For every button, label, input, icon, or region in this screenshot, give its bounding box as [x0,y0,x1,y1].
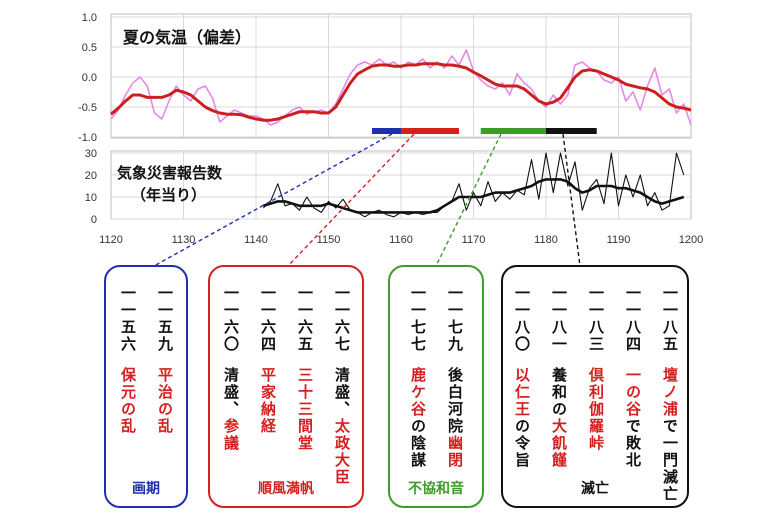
x-tick-label: 1140 [244,234,268,246]
event-junpu-0: 一一六七清盛、太政大臣 [330,285,352,486]
temp-y-tick-label: 0.5 [82,42,97,54]
event-text: 幽閉 [446,435,464,469]
temp-y-tick-label: -0.5 [78,102,97,114]
event-kakki-0: 一一五九平治の乱 [153,285,175,435]
group-label-junpu: 順風満帆 [258,481,314,497]
event-year: 一一六七 [333,285,351,353]
x-tick-label: 1150 [317,234,341,246]
x-tick-label: 1130 [172,234,196,246]
event-year: 一一六〇 [222,285,240,353]
event-box-junpu: 順風満帆 一一六七清盛、太政大臣 一一六五三十三間堂 一一六四平家納経 一一六〇清盛、… [208,265,364,508]
event-year: 一一八五 [661,285,679,353]
period-segment [401,128,459,134]
x-tick-label: 1200 [679,234,703,246]
event-box-kakki: 画期 一一五九平治の乱 一一五六保元の乱 [104,265,188,508]
event-year: 一一七九 [446,285,464,353]
disaster-y-tick-label: 20 [85,170,97,182]
event-text: 大飢饉 [550,418,568,469]
event-kakki-1: 一一五六保元の乱 [116,285,138,435]
event-year: 一一八一 [550,285,568,353]
temp-y-tick-label: 0.0 [82,72,97,84]
connector-fukyowa [435,133,502,267]
disaster-title: 気象災害報告数 [117,164,223,182]
disaster-series [262,152,685,218]
event-text: 壇ノ浦 [661,367,679,418]
x-tick-label: 1190 [607,234,631,246]
x-tick-label: 1120 [99,234,123,246]
event-junpu-3: 一一六〇清盛、参議 [219,285,241,452]
event-junpu-2: 一一六四平家納経 [256,285,278,435]
disaster-series-smoothed [262,178,685,214]
event-text: の陰謀 [409,418,427,469]
event-text: 平治の乱 [156,367,174,435]
event-text: 後白河院 [446,367,464,435]
connector-metsubo [562,133,581,267]
event-metsubo-0: 一一八五壇ノ浦で一門滅亡 [658,285,680,503]
temperature-series [110,49,692,126]
event-metsubo-1: 一一八四一の谷で敗北 [621,285,643,469]
x-tick-label: 1180 [534,234,558,246]
event-text: で一門滅亡 [661,418,679,503]
temp-series-smoothed [110,62,692,122]
event-text: 参議 [222,418,240,452]
event-metsubo-4: 一一八〇以仁王の令旨 [510,285,532,469]
event-text: 養和の [550,367,568,418]
disaster-subtitle: （年当り） [131,186,206,204]
event-box-fukyowa: 不協和音 一一七九後白河院幽閉 一一七七鹿ケ谷の陰謀 [388,265,484,508]
event-text: 清盛、 [333,367,351,418]
connector-junpu [287,133,415,267]
event-fukyowa-1: 一一七七鹿ケ谷の陰謀 [406,285,428,469]
disaster-y-ticks: 30 20 10 0 [85,148,97,226]
period-segment [546,128,597,134]
connector-kakki [153,133,393,267]
disaster-x-ticks: 1120 1130 1140 1150 1160 1170 1180 1190 1200 [99,234,703,246]
disaster-y-tick-label: 10 [85,192,97,204]
disaster-y-tick-label: 0 [91,214,97,226]
event-text: 一の谷 [624,367,642,418]
x-tick-label: 1160 [389,234,413,246]
period-bar [372,128,597,134]
event-junpu-1: 一一六五三十三間堂 [293,285,315,452]
disaster-panel: 30 20 10 0 1120 1130 1140 1150 1160 1170 1180 1190… [85,148,703,246]
event-text: で敗北 [624,418,642,469]
event-text: 倶利伽羅峠 [587,367,605,452]
group-label-fukyowa: 不協和音 [408,481,464,497]
event-text: 清盛、 [222,367,240,418]
disaster-gridlines [111,151,691,220]
event-text: 三十三間堂 [296,367,314,452]
x-tick-label: 1170 [462,234,486,246]
event-text: 太政大臣 [333,418,351,486]
event-metsubo-3: 一一八一養和の大飢饉 [547,285,569,469]
event-text: 平家納経 [259,367,277,435]
temperature-y-ticks: 1.0 0.5 0.0 -0.5 -1.0 [78,12,97,144]
event-fukyowa-0: 一一七九後白河院幽閉 [443,285,465,469]
event-text: の令旨 [513,418,531,469]
event-text: 鹿ケ谷 [409,367,427,418]
event-year: 一一八四 [624,285,642,353]
temp-y-tick-label: -1.0 [78,132,97,144]
period-segment [372,128,401,134]
event-text: 以仁王 [513,367,531,418]
event-year: 一一五九 [156,285,174,353]
group-label-kakki: 画期 [132,481,160,497]
disaster-y-tick-label: 30 [85,148,97,160]
temperature-panel: 1.0 0.5 0.0 -0.5 -1.0 夏の気温（偏差） [78,12,692,144]
event-year: 一一五六 [119,285,137,353]
event-box-metsubo: 滅亡 一一八五壇ノ浦で一門滅亡 一一八四一の谷で敗北 一一八三倶利伽羅峠 一一八一養和… [501,265,689,508]
event-year: 一一六五 [296,285,314,353]
group-label-metsubo: 滅亡 [581,481,609,497]
connectors [153,133,581,267]
period-segment [480,128,546,134]
event-text: 保元の乱 [119,367,137,435]
event-year: 一一七七 [409,285,427,353]
temp-y-tick-label: 1.0 [82,12,97,24]
event-metsubo-2: 一一八三倶利伽羅峠 [584,285,606,452]
temperature-title: 夏の気温（偏差） [122,28,251,47]
event-year: 一一八〇 [513,285,531,353]
event-year: 一一六四 [259,285,277,353]
event-year: 一一八三 [587,285,605,353]
